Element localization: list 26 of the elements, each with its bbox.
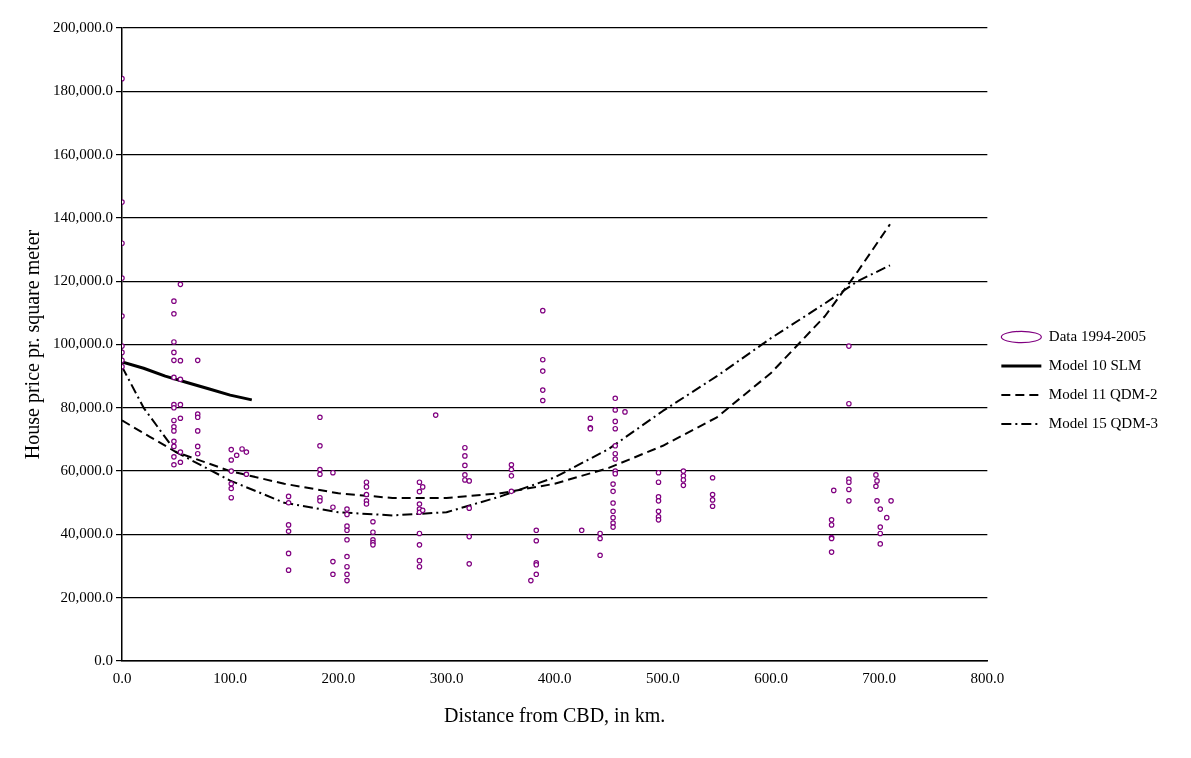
x-tick-label: 600.0 — [754, 669, 788, 686]
y-tick-label: 140,000.0 — [53, 208, 113, 225]
y-tick-label: 200,000.0 — [53, 18, 113, 35]
x-tick-label: 200.0 — [321, 669, 356, 686]
y-tick-label: 0.0 — [94, 651, 113, 668]
y-axis-title: House price pr. square meter — [21, 229, 45, 460]
legend-label: Model 15 QDM-3 — [1048, 414, 1159, 431]
y-tick-label: 80,000.0 — [60, 398, 113, 415]
y-tick-label: 40,000.0 — [60, 525, 113, 542]
x-tick-label: 0.0 — [112, 669, 132, 686]
legend-label: Model 11 QDM-2 — [1048, 385, 1158, 402]
y-tick-label: 180,000.0 — [53, 82, 113, 99]
x-tick-label: 500.0 — [645, 669, 680, 686]
y-tick-label: 60,000.0 — [60, 462, 113, 479]
legend-label: Model 10 SLM — [1048, 356, 1142, 373]
y-tick-label: 100,000.0 — [53, 335, 113, 352]
x-tick-label: 700.0 — [862, 669, 897, 686]
legend-label: Data 1994-2005 — [1048, 327, 1146, 344]
y-tick-label: 160,000.0 — [53, 145, 113, 162]
y-tick-label: 120,000.0 — [53, 272, 113, 289]
x-tick-label: 800.0 — [970, 669, 1005, 686]
x-tick-label: 400.0 — [537, 669, 572, 686]
x-tick-label: 300.0 — [429, 669, 464, 686]
x-axis-title: Distance from CBD, in km. — [444, 704, 666, 727]
y-tick-label: 20,000.0 — [60, 588, 113, 605]
x-tick-label: 100.0 — [213, 669, 248, 686]
